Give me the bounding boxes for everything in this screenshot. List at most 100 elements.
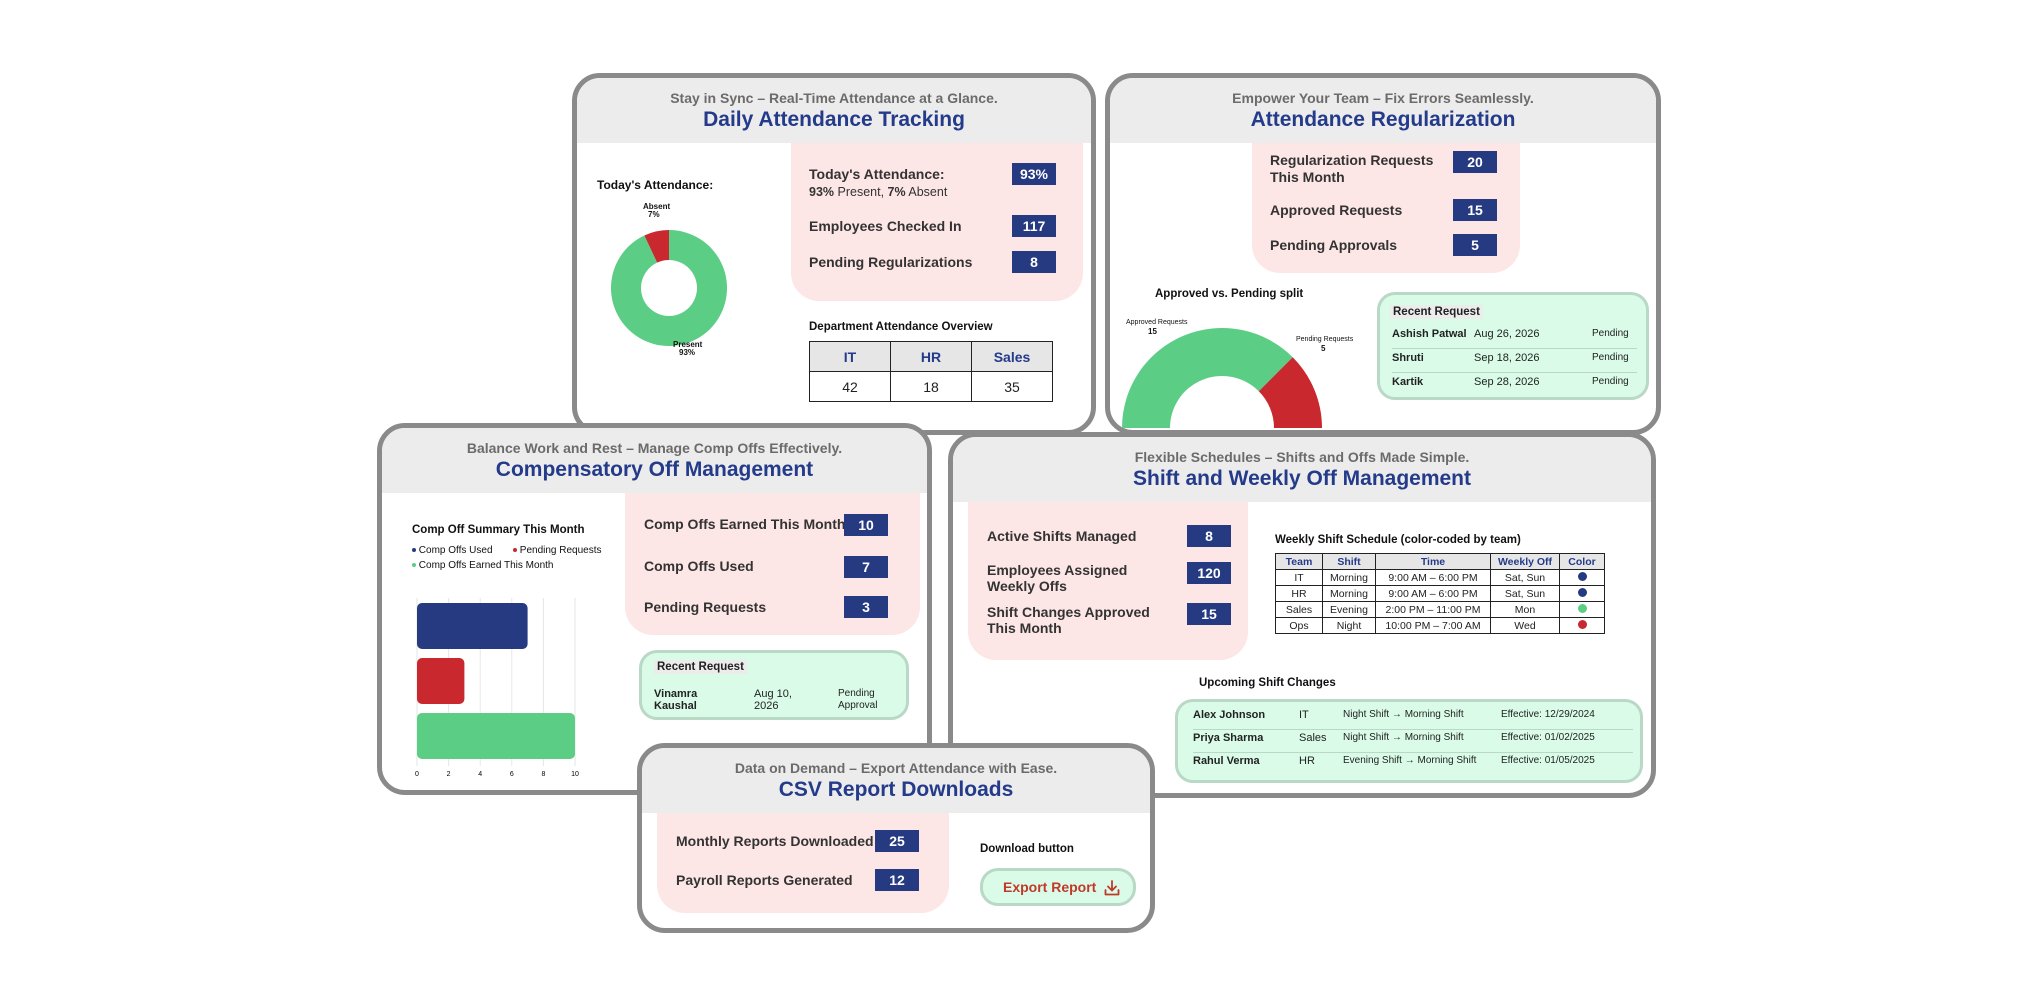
schedule-cell-shift: Morning bbox=[1322, 569, 1376, 586]
team-color-dot bbox=[1577, 619, 1587, 629]
compoff-pending-badge: 3 bbox=[844, 596, 888, 618]
monthly-reports-label: Monthly Reports Downloaded bbox=[676, 833, 874, 849]
recent-request-row[interactable]: Ashish Patwal Aug 26, 2026 Pending bbox=[1392, 328, 1637, 349]
donut-slice-absent bbox=[644, 230, 669, 263]
upcoming-effective: Effective: 01/05/2025 bbox=[1501, 755, 1595, 766]
schedule-cell-color bbox=[1559, 601, 1605, 618]
checked-in-badge: 117 bbox=[1012, 215, 1056, 237]
card-subtitle: Balance Work and Rest – Manage Comp Offs… bbox=[466, 440, 843, 456]
schedule-header: Color bbox=[1559, 553, 1605, 570]
dept-header-sales: Sales bbox=[971, 341, 1053, 372]
export-report-button[interactable]: Export Report bbox=[980, 868, 1136, 906]
download-icon bbox=[1104, 880, 1120, 896]
compoff-chart-title: Comp Off Summary This Month bbox=[412, 524, 585, 536]
schedule-cell-off: Sat, Sun bbox=[1490, 569, 1560, 586]
today-attendance-breakdown: 93% Present, 7% Absent bbox=[809, 185, 948, 199]
upcoming-team: IT bbox=[1299, 709, 1309, 721]
dept-value-hr: 18 bbox=[890, 371, 972, 402]
legend-used: Comp Offs Used bbox=[412, 545, 493, 556]
card-subtitle: Data on Demand – Export Attendance with … bbox=[734, 760, 1058, 776]
comp-offs-used-label: Comp Offs Used bbox=[644, 558, 754, 574]
card-title: Daily Attendance Tracking bbox=[703, 108, 965, 131]
absent-label-text: Absent bbox=[643, 202, 671, 211]
shift-changes-label: Shift Changes Approved This Month bbox=[987, 604, 1150, 636]
dept-header-it: IT bbox=[809, 341, 891, 372]
schedule-cell-team: IT bbox=[1275, 569, 1323, 586]
schedule-cell-off: Sat, Sun bbox=[1490, 585, 1560, 602]
upcoming-change: Night Shift → Morning Shift bbox=[1343, 732, 1464, 743]
schedule-row: IT Morning 9:00 AM – 6:00 PM Sat, Sun bbox=[1275, 569, 1605, 586]
upcoming-change-row[interactable]: Rahul Verma HR Evening Shift → Morning Shi… bbox=[1193, 755, 1633, 775]
team-color-dot bbox=[1577, 587, 1587, 597]
upcoming-change-row[interactable]: Alex Johnson IT Night Shift → Morning Shif… bbox=[1193, 709, 1633, 730]
schedule-header: Weekly Off bbox=[1490, 553, 1560, 570]
regularization-requests-label: Regularization Requests This Month bbox=[1270, 152, 1434, 185]
schedule-cell-color bbox=[1559, 617, 1605, 634]
upcoming-effective: Effective: 01/02/2025 bbox=[1501, 732, 1595, 743]
x-tick-label: 2 bbox=[447, 771, 451, 778]
card-header: Flexible Schedules – Shifts and Offs Mad… bbox=[953, 437, 1651, 502]
present-pct-text: 93% bbox=[679, 348, 696, 357]
compoff-card: Balance Work and Rest – Manage Comp Offs… bbox=[377, 423, 932, 795]
compoff-bar-chart: 0 2 4 6 8 10 bbox=[415, 598, 579, 778]
upcoming-change-row[interactable]: Priya Sharma Sales Night Shift → Morning S… bbox=[1193, 732, 1633, 753]
compoff-recent-title: Recent Request bbox=[654, 660, 747, 674]
shift-changes-badge: 15 bbox=[1187, 603, 1231, 625]
schedule-cell-color bbox=[1559, 585, 1605, 602]
upcoming-changes-panel bbox=[1175, 699, 1643, 783]
comp-offs-earned-badge: 10 bbox=[844, 514, 888, 536]
payroll-reports-badge: 12 bbox=[875, 869, 919, 891]
today-attendance-badge: 93% bbox=[1012, 163, 1056, 185]
schedule-cell-team: HR bbox=[1275, 585, 1323, 602]
schedule-header: Time bbox=[1375, 553, 1491, 570]
pending-chart-value: 5 bbox=[1321, 344, 1326, 353]
present-label-text: Present bbox=[673, 340, 703, 349]
payroll-reports-label: Payroll Reports Generated bbox=[676, 872, 853, 888]
today-attendance-label: Today's Attendance: bbox=[809, 166, 945, 182]
upcoming-change: Night Shift → Morning Shift bbox=[1343, 709, 1464, 720]
dept-attendance-table: IT HR Sales 42 18 35 bbox=[809, 341, 1053, 402]
dept-header-hr: HR bbox=[890, 341, 972, 372]
card-header: Data on Demand – Export Attendance with … bbox=[642, 748, 1150, 813]
daily-attendance-card: Stay in Sync – Real-Time Attendance at a… bbox=[572, 73, 1096, 435]
card-subtitle: Flexible Schedules – Shifts and Offs Mad… bbox=[1134, 449, 1470, 465]
checked-in-label: Employees Checked In bbox=[809, 218, 962, 234]
upcoming-change: Evening Shift → Morning Shift bbox=[1343, 755, 1477, 766]
card-title: CSV Report Downloads bbox=[778, 778, 1014, 801]
compoff-recent-row[interactable]: Vinamra Kaushal Aug 10, 2026 Pending App… bbox=[654, 688, 878, 712]
team-color-dot bbox=[1577, 571, 1587, 581]
compoff-pending-label: Pending Requests bbox=[644, 599, 767, 615]
schedule-cell-team: Sales bbox=[1275, 601, 1323, 618]
dept-overview-title: Department Attendance Overview bbox=[809, 321, 993, 333]
shift-card: Flexible Schedules – Shifts and Offs Mad… bbox=[948, 432, 1656, 798]
schedule-title: Weekly Shift Schedule (color-coded by te… bbox=[1275, 534, 1521, 546]
x-tick-label: 6 bbox=[510, 771, 514, 778]
pending-regularizations-label: Pending Regularizations bbox=[809, 254, 973, 270]
schedule-cell-time: 10:00 PM – 7:00 AM bbox=[1375, 617, 1491, 634]
pending-approvals-badge: 5 bbox=[1453, 234, 1497, 256]
schedule-cell-shift: Evening bbox=[1322, 601, 1376, 618]
schedule-cell-time: 9:00 AM – 6:00 PM bbox=[1375, 585, 1491, 602]
pending-approvals-label: Pending Approvals bbox=[1270, 237, 1398, 253]
recent-request-row[interactable]: Kartik Sep 28, 2026 Pending bbox=[1392, 376, 1629, 388]
schedule-cell-team: Ops bbox=[1275, 617, 1323, 634]
schedule-row: Ops Night 10:00 PM – 7:00 AM Wed bbox=[1275, 617, 1605, 634]
x-tick-label: 4 bbox=[478, 771, 482, 778]
upcoming-team: Sales bbox=[1299, 732, 1327, 744]
schedule-row: Sales Evening 2:00 PM – 11:00 PM Mon bbox=[1275, 601, 1605, 618]
upcoming-name: Alex Johnson bbox=[1193, 709, 1266, 721]
recent-request-row[interactable]: Shruti Sep 18, 2026 Pending bbox=[1392, 352, 1637, 373]
active-shifts-label: Active Shifts Managed bbox=[987, 528, 1137, 544]
schedule-cell-off: Mon bbox=[1490, 601, 1560, 618]
weekly-offs-badge: 120 bbox=[1187, 562, 1231, 584]
csv-stats-panel bbox=[657, 813, 949, 913]
pending-regularizations-badge: 8 bbox=[1012, 251, 1056, 273]
approved-pending-gauge bbox=[1122, 328, 1322, 428]
card-header: Empower Your Team – Fix Errors Seamlessl… bbox=[1110, 78, 1656, 143]
schedule-header: Team bbox=[1275, 553, 1323, 570]
upcoming-team: HR bbox=[1299, 755, 1315, 767]
attendance-donut-chart: Absent 7% Present bbox=[611, 230, 727, 346]
dept-value-it: 42 bbox=[809, 371, 891, 402]
regularization-requests-badge: 20 bbox=[1453, 151, 1497, 173]
approved-chart-value: 15 bbox=[1148, 327, 1157, 336]
